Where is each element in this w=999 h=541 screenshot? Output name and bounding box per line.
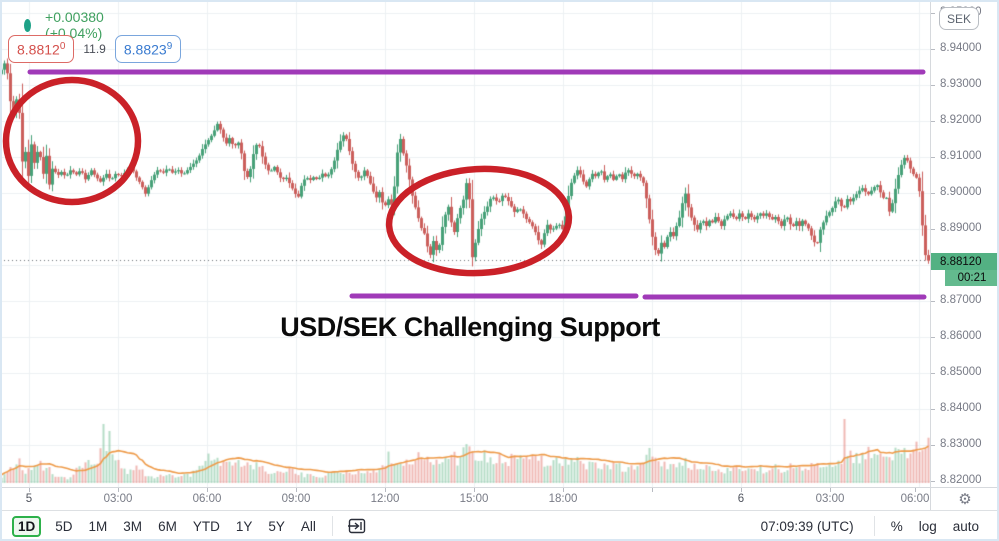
price-axis-label: 8.82000: [940, 474, 982, 486]
price-axis-tick: [931, 49, 935, 50]
price-axis-label: 8.85000: [940, 366, 982, 378]
price-axis-label: 8.87000: [940, 294, 982, 306]
time-axis-tick: [385, 488, 386, 492]
buy-ask-button[interactable]: 8.88239: [114, 35, 182, 63]
time-axis-label: 06:00: [192, 493, 222, 505]
headline-text-annotation[interactable]: USD/SEK Challenging Support: [280, 312, 660, 342]
ask-price: 8.8823: [123, 41, 167, 58]
bid-price-sup: 0: [59, 41, 66, 52]
price-axis-label: 8.91000: [940, 150, 982, 162]
time-axis-label: 06:00: [900, 493, 930, 505]
price-axis-label: 8.92000: [940, 114, 982, 126]
time-axis-label: 18:00: [548, 493, 578, 505]
price-axis-tick: [931, 121, 935, 122]
time-axis-tick: [207, 488, 208, 492]
time-axis-tick: [563, 488, 564, 492]
price-axis-tick: [931, 373, 935, 374]
time-axis-label: 09:00: [281, 493, 311, 505]
spread-value: 11.9: [83, 41, 106, 56]
range-button-all[interactable]: All: [300, 518, 316, 534]
price-axis-tick: [931, 301, 935, 302]
price-axis-tick: [931, 229, 935, 230]
price-axis-label: 8.84000: [940, 402, 982, 414]
go-to-date-icon: [347, 518, 366, 534]
market-status-dot-icon: [24, 18, 32, 32]
price-axis-label: 8.90000: [940, 186, 982, 198]
axis-settings-corner[interactable]: ⚙: [930, 487, 999, 510]
current-price-badge: 8.88120: [931, 253, 999, 270]
range-button-5d[interactable]: 5D: [55, 518, 73, 534]
price-axis-tick: [931, 445, 935, 446]
bar-countdown-badge: 00:21: [945, 270, 999, 286]
price-axis-label: 8.89000: [940, 222, 982, 234]
bid-price: 8.8812: [17, 41, 60, 58]
red-circle-annotation-1[interactable]: [2, 76, 142, 206]
time-axis-tick: [296, 488, 297, 492]
time-axis-label: 6: [737, 493, 745, 505]
time-axis-tick: [741, 488, 742, 492]
toolbar-divider: [873, 516, 875, 536]
range-button-5y[interactable]: 5Y: [268, 518, 285, 534]
range-button-1d[interactable]: 1D: [12, 515, 42, 537]
log-scale-button[interactable]: log: [918, 518, 937, 534]
sell-bid-button[interactable]: 8.88120: [8, 35, 75, 63]
range-button-3m[interactable]: 3M: [123, 518, 143, 534]
auto-scale-button[interactable]: auto: [952, 518, 979, 534]
price-axis-tick: [931, 85, 935, 86]
time-axis-tick: [830, 488, 831, 492]
gear-icon[interactable]: ⚙: [958, 490, 972, 508]
annotation-overlay: [2, 69, 927, 300]
price-axis-label: 8.86000: [940, 330, 982, 342]
toolbar-divider: [331, 516, 333, 536]
price-chart-canvas[interactable]: [0, 0, 930, 487]
go-to-date-button[interactable]: [341, 517, 373, 535]
percent-scale-button[interactable]: %: [890, 518, 903, 534]
price-axis-label: 8.94000: [940, 42, 982, 54]
price-axis[interactable]: SEK 8.88120 00:21 8.950008.940008.930008…: [930, 0, 999, 487]
price-axis-tick: [931, 481, 935, 482]
date-range-switcher: 1D 5D 1M 3M 6M YTD 1Y 5Y All: [12, 515, 324, 537]
price-axis-tick: [931, 337, 935, 338]
time-axis-label: 5: [25, 493, 33, 505]
time-axis-label: 03:00: [815, 493, 845, 505]
session-clock[interactable]: 07:09:39 (UTC): [760, 518, 854, 534]
bottom-toolbar: 1D 5D 1M 3M 6M YTD 1Y 5Y All 07:09:39 (U…: [0, 510, 999, 541]
red-circle-annotation-2[interactable]: [385, 164, 573, 277]
range-button-6m[interactable]: 6M: [158, 518, 177, 534]
time-axis-tick: [915, 488, 916, 492]
price-axis-tick: [931, 157, 935, 158]
time-axis-tick: [118, 488, 119, 492]
time-axis-label: 03:00: [103, 493, 133, 505]
price-axis-tick: [931, 193, 935, 194]
time-axis-tick: [474, 488, 475, 492]
price-axis-label: 8.83000: [940, 438, 982, 450]
range-button-ytd[interactable]: YTD: [192, 518, 220, 534]
range-button-1m[interactable]: 1M: [88, 518, 108, 534]
time-axis-tick: [652, 488, 653, 492]
time-axis-label: 15:00: [459, 493, 489, 505]
price-axis-label: 8.93000: [940, 78, 982, 90]
time-axis-tick: [29, 488, 30, 492]
ask-price-sup: 9: [166, 41, 173, 52]
price-axis-tick: [931, 409, 935, 410]
price-axis-tick: [931, 13, 935, 14]
currency-toggle-button[interactable]: SEK: [939, 7, 979, 30]
chart-pane[interactable]: USD/SEK Challenging Support +0.00380 (+0…: [0, 0, 930, 487]
range-button-1y[interactable]: 1Y: [235, 518, 253, 534]
time-axis-label: 12:00: [370, 493, 400, 505]
time-axis[interactable]: 5 03:00 06:00 09:00 12:00 15:00 18:00 6 03:00 06:…: [0, 487, 930, 510]
